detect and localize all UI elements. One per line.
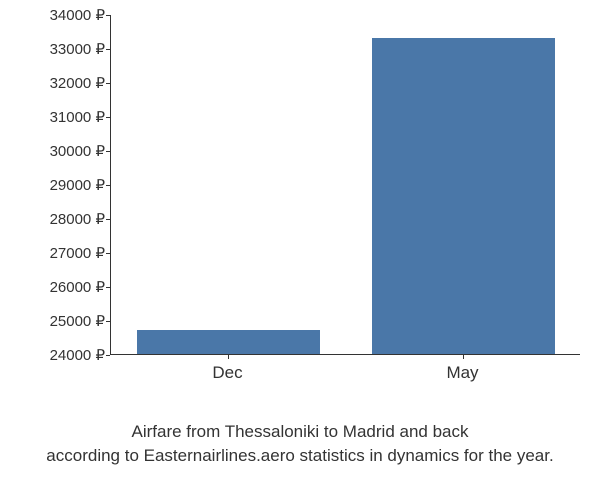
- x-tick-label: Dec: [212, 363, 242, 383]
- y-tick-label: 31000 ₽: [25, 108, 105, 126]
- y-tick-label: 27000 ₽: [25, 244, 105, 262]
- y-tick-label: 28000 ₽: [25, 210, 105, 228]
- y-tick-label: 24000 ₽: [25, 346, 105, 364]
- caption-line1: Airfare from Thessaloniki to Madrid and …: [0, 420, 600, 444]
- y-tick-label: 34000 ₽: [25, 6, 105, 24]
- y-tick-mark: [106, 355, 110, 356]
- y-tick-label: 25000 ₽: [25, 312, 105, 330]
- y-tick-mark: [106, 15, 110, 16]
- x-tick-mark: [228, 355, 229, 359]
- x-tick-label: May: [446, 363, 478, 383]
- y-tick-mark: [106, 321, 110, 322]
- bar: [137, 330, 320, 354]
- plot-area: [110, 15, 580, 355]
- y-tick-label: 33000 ₽: [25, 40, 105, 58]
- y-tick-label: 26000 ₽: [25, 278, 105, 296]
- y-tick-label: 32000 ₽: [25, 74, 105, 92]
- y-tick-label: 30000 ₽: [25, 142, 105, 160]
- chart-caption: Airfare from Thessaloniki to Madrid and …: [0, 420, 600, 468]
- y-tick-mark: [106, 253, 110, 254]
- y-tick-mark: [106, 151, 110, 152]
- y-tick-label: 29000 ₽: [25, 176, 105, 194]
- y-tick-mark: [106, 287, 110, 288]
- y-tick-mark: [106, 219, 110, 220]
- x-tick-mark: [463, 355, 464, 359]
- airfare-chart: 24000 ₽ 25000 ₽ 26000 ₽ 27000 ₽ 28000 ₽ 29000…: [20, 15, 580, 395]
- y-tick-mark: [106, 117, 110, 118]
- caption-line2: according to Easternairlines.aero statis…: [0, 444, 600, 468]
- y-tick-mark: [106, 49, 110, 50]
- y-tick-mark: [106, 185, 110, 186]
- y-tick-mark: [106, 83, 110, 84]
- bar: [372, 38, 555, 354]
